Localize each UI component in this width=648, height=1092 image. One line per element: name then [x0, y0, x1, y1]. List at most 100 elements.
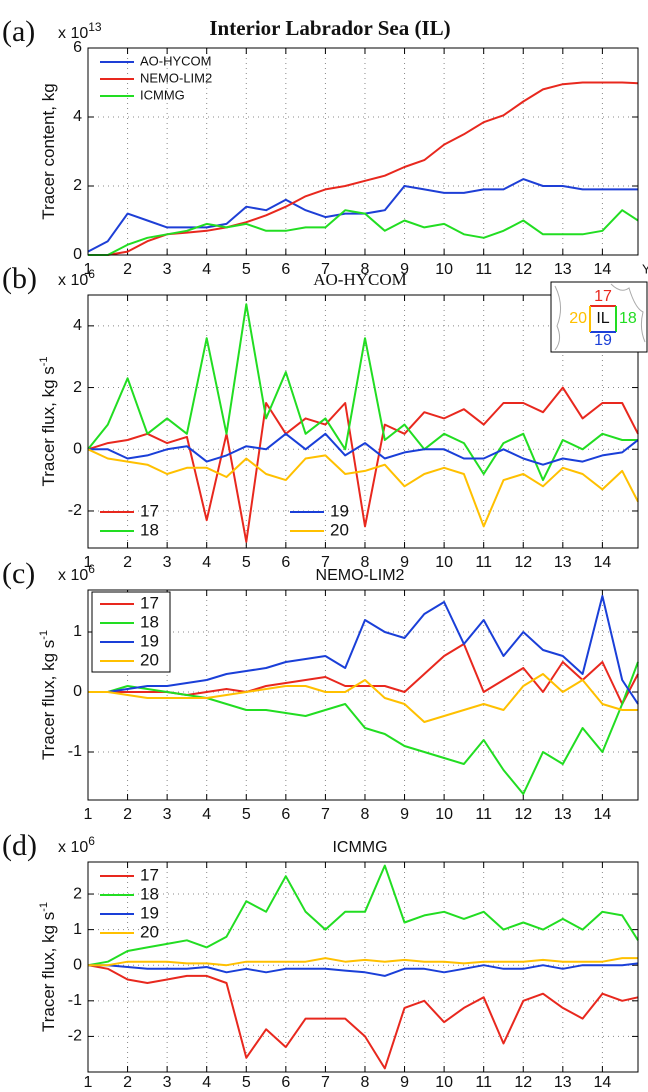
chart-title: AO-HYCOM: [313, 270, 407, 289]
legend-label: 19: [140, 903, 159, 922]
x-tick-label: 2: [123, 1074, 132, 1091]
x-tick-label: 5: [242, 554, 251, 571]
inset-label: IL: [596, 310, 609, 327]
x-tick-label: 8: [361, 1074, 370, 1091]
y-tick-label: 0: [73, 246, 82, 263]
plot-frame: [87, 294, 639, 549]
legend-label: NEMO-LIM2: [140, 70, 212, 85]
series-line: [87, 964, 639, 1070]
y-tick-label: 2: [73, 885, 82, 902]
panel-label: (d): [2, 829, 37, 862]
x-tick-label: 7: [321, 261, 330, 278]
series-line: [88, 432, 639, 466]
x-tick-label: 10: [435, 1074, 453, 1091]
x-tick-label: 6: [281, 261, 290, 278]
y-label-text: Tracer flux, kg s: [39, 912, 58, 1032]
x-tick-label: 9: [400, 1074, 409, 1091]
x-tick-label: 7: [321, 806, 330, 823]
x-tick-label: 13: [554, 261, 572, 278]
x-tick-label: 10: [435, 806, 453, 823]
x-tick-label: 14: [593, 806, 611, 823]
y-label-text: Tracer flux, kg s: [39, 640, 58, 760]
x-tick-label: 9: [400, 554, 409, 571]
inset-label: 19: [594, 332, 612, 349]
x-tick-label: 4: [202, 554, 211, 571]
legend-label: 18: [140, 884, 159, 903]
inset-coast: [554, 283, 646, 351]
legend-label: ICMMG: [140, 87, 185, 102]
x-tick-label: 13: [554, 1074, 572, 1091]
x-tick-label: 8: [361, 261, 370, 278]
series-line: [87, 386, 639, 543]
x-tick-label: 11: [475, 1074, 492, 1091]
multiplier-exponent: 6: [88, 834, 95, 848]
multiplier-base: x 10: [58, 567, 88, 584]
y-tick-label: 0: [73, 440, 82, 457]
panel-label: (b): [2, 262, 37, 295]
x-tick-label: 3: [163, 806, 172, 823]
y-axis-label: Tracer flux, kg s-1: [38, 902, 59, 1032]
legend-label: 20: [140, 922, 159, 941]
y-label-text: Tracer flux, kg s: [39, 366, 58, 486]
y-label-exponent: -1: [38, 630, 50, 640]
x-tick-label: 12: [514, 806, 532, 823]
x-tick-label: 2: [123, 261, 132, 278]
y-tick-label: 2: [73, 379, 82, 396]
inset-label: 20: [569, 310, 587, 327]
x-axis-label: Years: [642, 261, 648, 276]
x-tick-label: 14: [593, 1074, 611, 1091]
multiplier-base: x 10: [58, 272, 88, 289]
series-line: [88, 81, 639, 256]
legend-label: 20: [140, 650, 159, 669]
x-tick-label: 7: [321, 554, 330, 571]
legend-frame: [91, 591, 171, 673]
x-tick-label: 3: [163, 554, 172, 571]
x-tick-label: 4: [202, 806, 211, 823]
y-axis-label: Tracer flux, kg s-1: [38, 630, 59, 760]
x-tick-label: 3: [163, 1074, 172, 1091]
inset-label: 18: [619, 310, 637, 327]
legend-label: 20: [330, 520, 349, 539]
legend-label: 18: [140, 612, 159, 631]
panel-label: (a): [2, 15, 35, 48]
multiplier-base: x 10: [58, 25, 88, 42]
axis-multiplier: x 1013: [58, 20, 102, 42]
x-tick-label: 12: [514, 1074, 532, 1091]
x-tick-label: 13: [554, 806, 572, 823]
multiplier-exponent: 13: [88, 20, 102, 34]
plot-frame: [87, 47, 639, 256]
plot-frame: [87, 861, 639, 1073]
axis-multiplier: x 106: [58, 834, 95, 856]
x-tick-label: 6: [281, 554, 290, 571]
series-line: [88, 661, 639, 795]
x-tick-label: 12: [514, 554, 532, 571]
x-tick-label: 2: [123, 554, 132, 571]
y-tick-label: -2: [68, 502, 82, 519]
x-tick-label: 12: [514, 261, 532, 278]
y-tick-label: 6: [73, 39, 82, 56]
y-axis-label: Tracer content, kg: [39, 83, 58, 219]
x-tick-label: 7: [321, 1074, 330, 1091]
y-tick-label: 0: [73, 683, 82, 700]
x-tick-label: 10: [435, 261, 453, 278]
x-tick-label: 1: [84, 261, 93, 278]
x-tick-label: 8: [361, 554, 370, 571]
y-tick-label: 4: [73, 317, 82, 334]
series-line: [88, 595, 639, 705]
legend-label: AO-HYCOM: [140, 53, 212, 68]
x-tick-label: 5: [242, 261, 251, 278]
x-tick-label: 10: [435, 554, 453, 571]
series-line: [87, 448, 639, 528]
y-tick-label: -1: [68, 743, 82, 760]
legend-label: 17: [140, 865, 159, 884]
multiplier-exponent: 6: [88, 562, 95, 576]
y-axis-label: Tracer flux, kg s-1: [38, 356, 59, 486]
chart-title: ICMMG: [332, 839, 387, 856]
multiplier-exponent: 6: [88, 267, 95, 281]
x-tick-label: 9: [400, 806, 409, 823]
chart-title: Interior Labrador Sea (IL): [209, 16, 450, 40]
multiplier-base: x 10: [58, 839, 88, 856]
x-tick-label: 11: [475, 806, 492, 823]
axis-multiplier: x 106: [58, 267, 95, 289]
